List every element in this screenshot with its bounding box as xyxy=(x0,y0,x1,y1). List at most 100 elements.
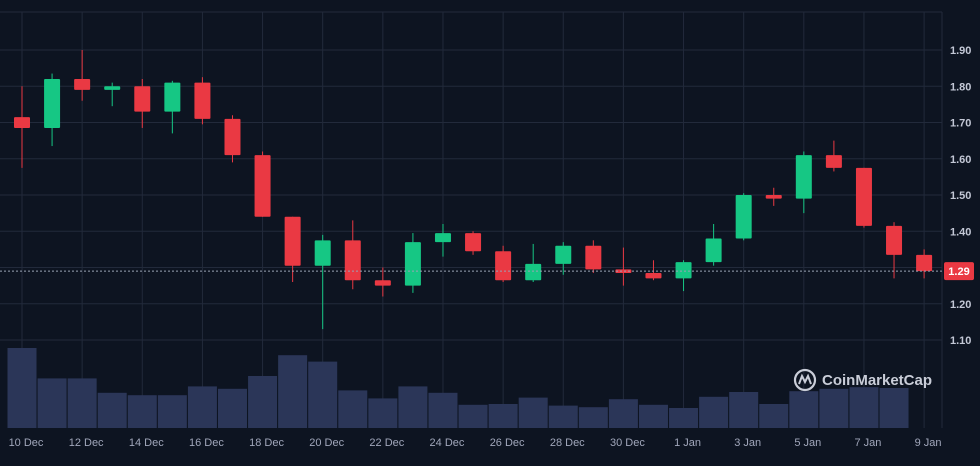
candle[interactable] xyxy=(74,50,91,101)
candle-body xyxy=(254,155,271,217)
volume-bar xyxy=(608,399,638,428)
brand-name: CoinMarketCap xyxy=(822,372,932,389)
candle-body xyxy=(344,240,361,281)
candle-body xyxy=(134,86,151,112)
volume-bar xyxy=(699,396,729,428)
x-tick-label: 3 Jan xyxy=(734,437,761,449)
candle-body xyxy=(194,82,211,119)
candle-body xyxy=(314,240,331,266)
candle[interactable] xyxy=(855,167,872,228)
candle[interactable] xyxy=(465,231,482,255)
current-price-label: 1.29 xyxy=(948,266,969,278)
candle[interactable] xyxy=(525,243,542,282)
volume-bar xyxy=(37,378,67,428)
x-tick-label: 20 Dec xyxy=(309,437,344,449)
current-price-badge xyxy=(944,262,974,281)
candle-body xyxy=(705,238,722,263)
volume-bar xyxy=(217,388,247,428)
volume-bar xyxy=(398,386,428,428)
y-tick-label: 1.60 xyxy=(950,154,971,166)
x-tick-label: 16 Dec xyxy=(189,437,224,449)
candle-body xyxy=(14,117,30,128)
x-axis: 10 Dec 12 Dec 14 Dec 16 Dec 18 Dec 20 Dec 22 D… xyxy=(9,437,942,449)
candle[interactable] xyxy=(194,77,211,125)
candle[interactable] xyxy=(254,151,271,217)
candle[interactable] xyxy=(314,234,331,330)
x-tick-label: 28 Dec xyxy=(550,437,585,449)
candle[interactable] xyxy=(886,222,903,279)
candle[interactable] xyxy=(164,80,181,134)
candle[interactable] xyxy=(344,220,361,290)
candle[interactable] xyxy=(765,187,782,206)
candle-body xyxy=(735,195,752,239)
volume-bar xyxy=(248,376,278,428)
volume-bar xyxy=(518,397,548,428)
volume-bar xyxy=(759,404,789,428)
candle-body xyxy=(886,225,903,255)
volume-bar xyxy=(458,404,488,428)
candle[interactable] xyxy=(134,79,151,128)
volume-bar xyxy=(819,388,849,428)
candle-body xyxy=(495,251,512,281)
volume-bar xyxy=(157,395,187,428)
volume-bar xyxy=(879,388,909,428)
candle[interactable] xyxy=(916,249,933,279)
candle[interactable] xyxy=(495,245,512,282)
candle-body xyxy=(765,195,782,199)
volume-bar xyxy=(638,404,668,428)
candle[interactable] xyxy=(555,242,572,275)
coinmarketcap-logo-icon xyxy=(793,368,817,392)
candle-body xyxy=(44,79,61,128)
candle[interactable] xyxy=(374,267,391,297)
candle[interactable] xyxy=(585,240,602,273)
candle-body xyxy=(855,167,872,226)
candle-body xyxy=(104,86,121,90)
x-tick-label: 10 Dec xyxy=(9,437,44,449)
candle-body xyxy=(284,216,301,266)
current-price-marker: 1.29 xyxy=(0,262,974,281)
candle[interactable] xyxy=(224,115,241,163)
y-tick-label: 1.20 xyxy=(950,299,971,311)
candle[interactable] xyxy=(735,193,752,241)
volume-bar xyxy=(7,348,37,428)
x-tick-label: 30 Dec xyxy=(610,437,645,449)
candle[interactable] xyxy=(104,82,121,107)
volume-bar xyxy=(97,392,127,428)
volume-bar xyxy=(669,408,699,428)
candle-body xyxy=(164,82,181,112)
volume-bar xyxy=(789,391,819,428)
x-tick-label: 22 Dec xyxy=(369,437,404,449)
candle[interactable] xyxy=(795,151,812,214)
candle-body xyxy=(525,263,542,281)
volume-bar xyxy=(308,361,338,428)
volume-bar xyxy=(849,387,879,428)
volume-bar xyxy=(127,395,157,428)
candle[interactable] xyxy=(675,260,692,292)
candle-body xyxy=(645,272,662,279)
candle-body xyxy=(224,118,241,156)
candlesticks[interactable] xyxy=(14,50,933,330)
candle[interactable] xyxy=(434,224,451,257)
candle[interactable] xyxy=(645,260,662,281)
candle[interactable] xyxy=(404,233,421,293)
volume-bar xyxy=(338,390,368,428)
candle-body xyxy=(555,245,572,264)
volume-bar xyxy=(578,407,608,428)
volume-bar xyxy=(278,355,308,428)
x-tick-label: 1 Jan xyxy=(674,437,701,449)
volume-bars xyxy=(7,348,909,428)
y-tick-label: 1.90 xyxy=(950,45,971,57)
y-tick-label: 1.50 xyxy=(950,190,971,202)
candle[interactable] xyxy=(825,140,842,172)
candle-body xyxy=(916,254,933,272)
candle[interactable] xyxy=(705,224,722,266)
x-tick-label: 7 Jan xyxy=(854,437,881,449)
candle-body xyxy=(675,262,692,279)
candle-body xyxy=(825,155,842,168)
candle[interactable] xyxy=(14,86,30,168)
candle-body xyxy=(404,242,421,286)
candle[interactable] xyxy=(615,247,632,286)
candle[interactable] xyxy=(44,73,61,147)
